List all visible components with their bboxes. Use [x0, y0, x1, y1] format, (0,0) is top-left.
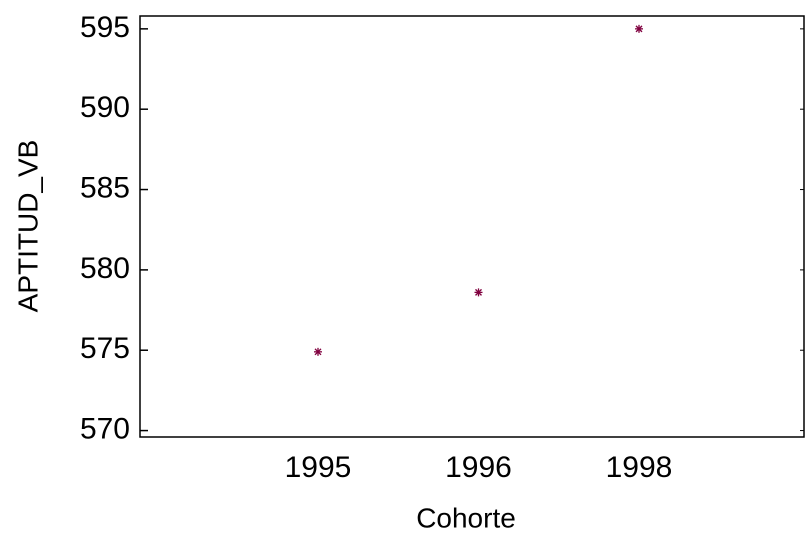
y-tick-label: 595	[80, 11, 130, 44]
point-stroke	[635, 25, 643, 33]
point-stroke	[314, 348, 322, 356]
point-stroke	[475, 288, 482, 296]
x-tick-label: 1996	[445, 451, 512, 484]
y-tick-label: 580	[80, 252, 130, 285]
point	[314, 347, 322, 356]
point	[474, 288, 483, 297]
y-tick-label: 585	[80, 171, 130, 204]
y-tick-label: 590	[80, 91, 130, 124]
point	[635, 24, 643, 33]
y-axis-label: APTITUD_VB	[12, 140, 43, 313]
y-tick-label: 575	[80, 332, 130, 365]
plot-frame	[139, 15, 805, 438]
x-tick-label: 1998	[606, 451, 673, 484]
x-tick-label: 1995	[285, 451, 352, 484]
y-tick-label: 570	[80, 412, 130, 445]
x-axis-label: Cohorte	[416, 502, 516, 533]
